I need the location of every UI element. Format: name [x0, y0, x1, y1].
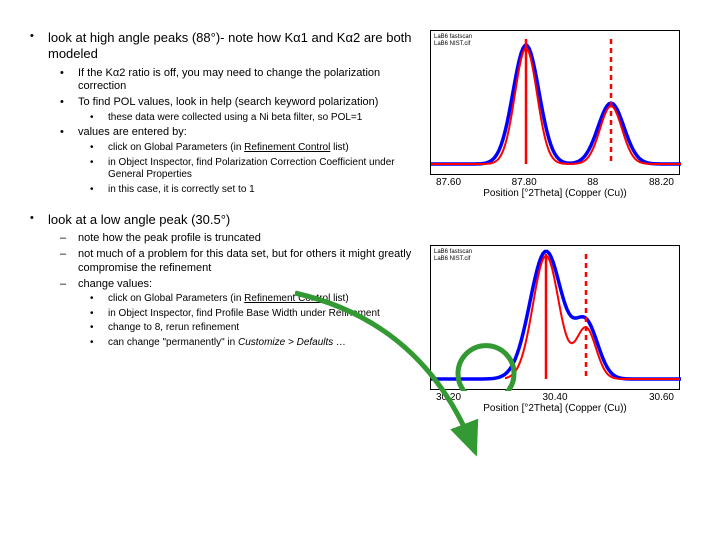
bullet-item: – not much of a problem for this data se…	[60, 248, 420, 276]
slide-content: • look at high angle peaks (88°)- note h…	[30, 30, 710, 430]
bullet-item: • If the Kα2 ratio is off, you may need …	[60, 67, 420, 95]
bullet-item: – change values:	[60, 278, 420, 292]
bullet-item: • in this case, it is correctly set to 1	[90, 184, 420, 197]
bullet-marker: •	[60, 96, 78, 110]
bullet-text: not much of a problem for this data set,…	[78, 248, 420, 276]
bullet-text: click on Global Parameters (in Refinemen…	[108, 293, 420, 306]
bullet-text: in this case, it is correctly set to 1	[108, 184, 420, 197]
bullet-item: • click on Global Parameters (in Refinem…	[90, 293, 420, 306]
bullet-item: • these data were collected using a Ni b…	[90, 112, 420, 125]
chart-column: LaB6 fastscanLaB6 NIST.cif 87.6087.80888…	[430, 30, 700, 430]
bullet-text: look at high angle peaks (88°)- note how…	[48, 30, 420, 63]
bullet-text: these data were collected using a Ni bet…	[108, 112, 420, 125]
bullet-marker: •	[60, 67, 78, 95]
bullet-marker: •	[30, 212, 48, 228]
bullet-marker: •	[90, 142, 108, 155]
bullet-text: values are entered by:	[78, 126, 420, 140]
x-axis-title: Position [°2Theta] (Copper (Cu))	[430, 403, 680, 414]
bullet-item: • change to 8, rerun refinement	[90, 322, 420, 335]
bullet-item: • look at a low angle peak (30.5°)	[30, 212, 420, 228]
bullet-marker: •	[90, 293, 108, 306]
bullet-marker: •	[90, 308, 108, 321]
bullet-item: • values are entered by:	[60, 126, 420, 140]
bullet-marker: •	[60, 126, 78, 140]
bullet-text: change to 8, rerun refinement	[108, 322, 420, 335]
bullet-item: • in Object Inspector, find Polarization…	[90, 157, 420, 182]
chart-low-angle: LaB6 fastscanLaB6 NIST.cif	[430, 245, 680, 390]
bullet-text: look at a low angle peak (30.5°)	[48, 212, 420, 228]
bullet-text: in Object Inspector, find Profile Base W…	[108, 308, 420, 321]
bullet-marker: •	[90, 322, 108, 335]
bullet-marker: •	[90, 112, 108, 125]
bullet-text: click on Global Parameters (in Refinemen…	[108, 142, 420, 155]
bullet-item: • look at high angle peaks (88°)- note h…	[30, 30, 420, 63]
text-column: • look at high angle peaks (88°)- note h…	[30, 30, 430, 430]
bullet-marker: •	[90, 184, 108, 197]
bullet-text: can change "permanently" in Customize > …	[108, 337, 420, 350]
bullet-marker: •	[90, 337, 108, 350]
bullet-marker: •	[30, 30, 48, 63]
bullet-marker: •	[90, 157, 108, 182]
bullet-item: • To find POL values, look in help (sear…	[60, 96, 420, 110]
dash-marker: –	[60, 232, 78, 246]
bullet-item: • click on Global Parameters (in Refinem…	[90, 142, 420, 155]
chart-high-angle: LaB6 fastscanLaB6 NIST.cif	[430, 30, 680, 175]
bullet-item: – note how the peak profile is truncated	[60, 232, 420, 246]
bullet-item: • can change "permanently" in Customize …	[90, 337, 420, 350]
dash-marker: –	[60, 248, 78, 276]
bullet-text: If the Kα2 ratio is off, you may need to…	[78, 67, 420, 95]
dash-marker: –	[60, 278, 78, 292]
x-axis-title: Position [°2Theta] (Copper (Cu))	[430, 188, 680, 199]
bullet-item: • in Object Inspector, find Profile Base…	[90, 308, 420, 321]
x-axis-ticks: 30.2030.4030.60	[430, 392, 680, 403]
x-axis-ticks: 87.6087.808888.20	[430, 177, 680, 188]
bullet-text: in Object Inspector, find Polarization C…	[108, 157, 420, 182]
bullet-text: To find POL values, look in help (search…	[78, 96, 420, 110]
bullet-text: change values:	[78, 278, 420, 292]
bullet-text: note how the peak profile is truncated	[78, 232, 420, 246]
